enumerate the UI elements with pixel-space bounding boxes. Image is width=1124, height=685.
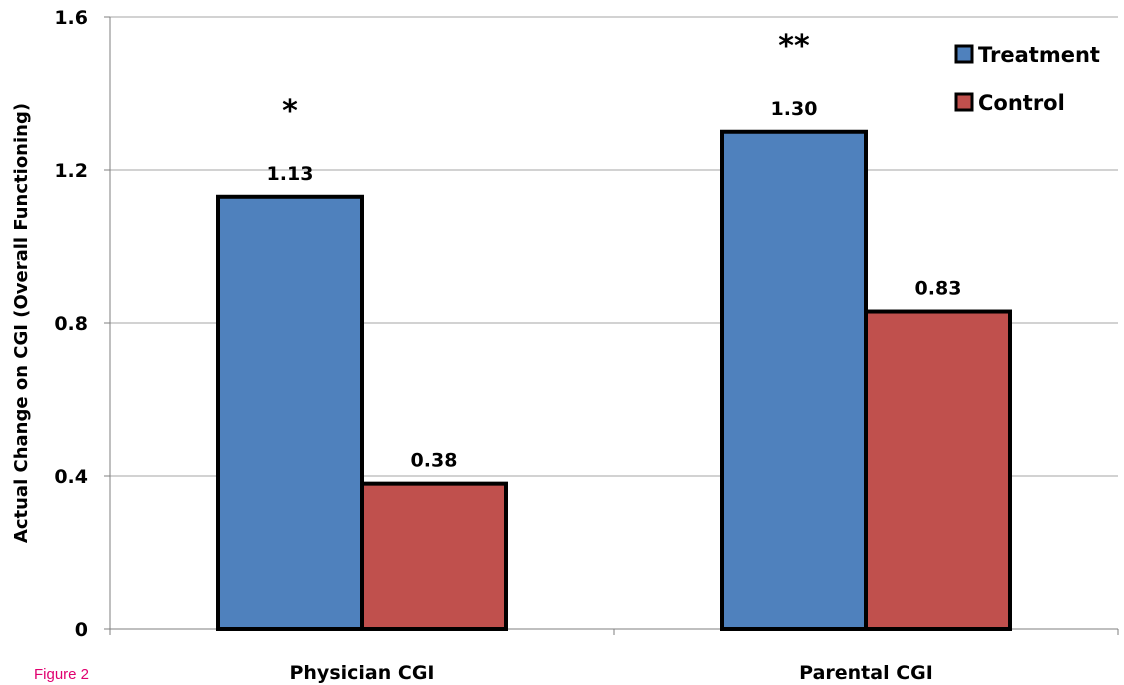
y-tick-labels: 0 0.4 0.8 1.2 1.6 (54, 7, 88, 641)
x-tick-labels: Physician CGI Parental CGI (289, 662, 932, 684)
y-tick-label: 1.6 (54, 7, 88, 29)
significance-marker: ** (778, 29, 810, 64)
y-tick-label: 0.4 (54, 466, 88, 488)
y-tick-label: 0 (75, 619, 88, 641)
legend-label-treatment: Treatment (978, 43, 1100, 67)
significance-marker: * (282, 94, 298, 129)
data-labels: 1.13 0.38 * 1.30 0.83 ** (267, 29, 962, 472)
legend-label-control: Control (978, 91, 1065, 115)
data-label: 1.13 (267, 163, 314, 185)
figure-caption: Figure 2 (34, 666, 90, 683)
bar-treatment-1 (216, 194, 364, 631)
bars (216, 129, 1012, 631)
x-tick-label: Parental CGI (799, 662, 933, 684)
y-axis-label: Actual Change on CGI (Overall Functionin… (11, 103, 32, 543)
y-tick-label: 1.2 (54, 160, 88, 182)
legend-swatch-control (954, 92, 974, 112)
y-tick-label: 0.8 (54, 313, 88, 335)
legend-swatch-treatment (954, 44, 974, 64)
x-tick-label: Physician CGI (289, 662, 434, 684)
bar-treatment-2 (720, 129, 868, 631)
bar-control-2 (864, 309, 1012, 631)
legend: Treatment Control (954, 43, 1100, 115)
data-label: 1.30 (771, 98, 818, 120)
data-label: 0.83 (915, 278, 962, 300)
data-label: 0.38 (411, 450, 458, 472)
bar-control-1 (360, 481, 508, 631)
